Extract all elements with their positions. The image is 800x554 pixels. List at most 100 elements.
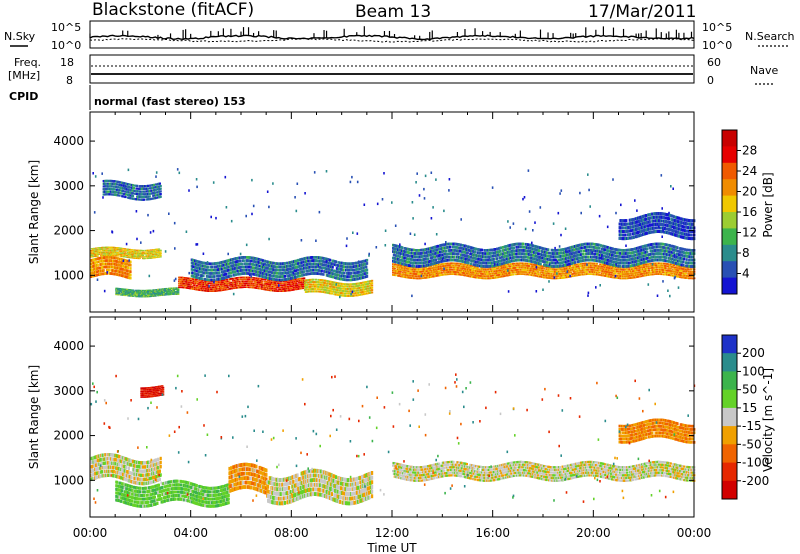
heatmap-cell <box>593 269 596 271</box>
heatmap-cell <box>134 251 137 253</box>
heatmap-cell <box>429 265 432 268</box>
heatmap-cell <box>145 253 148 255</box>
heatmap-cell <box>352 294 355 297</box>
heatmap-cell <box>142 254 145 256</box>
heatmap-cell <box>324 260 327 264</box>
heatmap-cell <box>371 279 374 282</box>
heatmap-cell <box>144 293 147 295</box>
heatmap-cell <box>116 250 119 252</box>
heatmap-cell <box>128 292 131 295</box>
heatmap-cell <box>129 273 132 277</box>
heatmap-cell <box>462 267 465 270</box>
heatmap-cell <box>350 272 353 275</box>
heatmap-cell <box>205 282 208 284</box>
heatmap-cell <box>189 283 192 286</box>
heatmap-cell <box>231 281 234 284</box>
heatmap-cell <box>243 272 246 275</box>
heatmap-cell <box>341 283 344 285</box>
heatmap-cell <box>308 278 312 281</box>
heatmap-cell <box>534 274 537 277</box>
heatmap-cell <box>120 247 123 249</box>
heatmap-cell <box>190 268 193 271</box>
heatmap-cell <box>328 268 331 271</box>
heatmap-cell <box>268 270 271 274</box>
nave-tick-top: 60 <box>707 56 721 69</box>
heatmap-cell <box>108 268 111 272</box>
heatmap-cell <box>124 195 127 199</box>
heatmap-cell <box>204 278 207 281</box>
heatmap-cell <box>134 249 137 251</box>
heatmap-cell <box>102 246 105 249</box>
heatmap-cell <box>121 264 125 268</box>
heatmap-cell <box>563 272 566 275</box>
heatmap-cell <box>117 293 120 295</box>
heatmap-cell <box>148 195 151 198</box>
heatmap-cell <box>331 265 334 269</box>
heatmap-cell <box>118 194 121 197</box>
heatmap-cell <box>302 287 305 289</box>
heatmap-cell <box>267 289 270 291</box>
heatmap-cell <box>91 268 94 272</box>
heatmap-cell <box>123 249 126 251</box>
heatmap-cell <box>550 273 553 275</box>
noise-left-tick-top: 10^5 <box>51 21 81 34</box>
heatmap-cell <box>124 254 127 256</box>
heatmap-cell <box>303 283 306 285</box>
heatmap-cell <box>270 277 273 281</box>
heatmap-cell <box>123 256 126 258</box>
heatmap-cell <box>436 264 439 266</box>
heatmap-cell <box>121 192 124 195</box>
heatmap-cell <box>256 285 259 287</box>
heatmap-cell <box>351 268 354 272</box>
heatmap-cell <box>470 264 473 267</box>
heatmap-cell <box>260 258 263 262</box>
heatmap-cell <box>129 267 132 270</box>
heatmap-cell <box>164 289 167 291</box>
heatmap-cell <box>115 185 118 188</box>
heatmap-cell <box>571 273 574 275</box>
heatmap-cell <box>569 265 572 267</box>
heatmap-cell <box>301 267 304 271</box>
heatmap-cell <box>135 254 138 256</box>
heatmap-cell <box>250 259 253 263</box>
heatmap-cell <box>133 184 136 187</box>
heatmap-cell <box>446 264 449 267</box>
heatmap-cell <box>371 284 374 287</box>
heatmap-cell <box>367 280 370 283</box>
heatmap-cell <box>222 279 225 281</box>
heatmap-cell <box>394 274 397 277</box>
heatmap-cell <box>276 272 279 275</box>
heatmap-cell <box>261 286 264 288</box>
heatmap-cell <box>538 273 541 276</box>
heatmap-cell <box>121 195 125 198</box>
heatmap-cell <box>549 270 552 273</box>
heatmap-cell <box>231 277 234 280</box>
heatmap-cell <box>310 269 313 272</box>
heatmap-cell <box>153 290 156 292</box>
heatmap-cell <box>438 270 441 272</box>
heatmap-cell <box>188 283 191 286</box>
heatmap-cell <box>358 294 361 296</box>
heatmap-cell <box>308 272 311 276</box>
heatmap-cell <box>404 267 407 270</box>
heatmap-cell <box>132 187 135 190</box>
heatmap-cell <box>225 278 229 281</box>
heatmap-cell <box>300 283 303 286</box>
heatmap-cell <box>565 267 568 270</box>
date-label: 17/Mar/2011 <box>588 2 696 22</box>
heatmap-cell <box>519 262 522 265</box>
heatmap-cell <box>124 272 127 275</box>
heatmap-cell <box>120 290 123 292</box>
heatmap-cell <box>136 187 139 190</box>
heatmap-cell <box>230 261 233 265</box>
heatmap-cell <box>317 283 320 286</box>
heatmap-cell <box>246 262 250 266</box>
heatmap-cell <box>96 263 99 267</box>
noise-sky-label: N.Sky <box>4 30 36 43</box>
heatmap-cell <box>264 279 267 281</box>
heatmap-cell <box>210 275 213 278</box>
heatmap-cell <box>111 259 114 263</box>
heatmap-cell <box>152 183 156 186</box>
heatmap-cell <box>118 273 121 277</box>
